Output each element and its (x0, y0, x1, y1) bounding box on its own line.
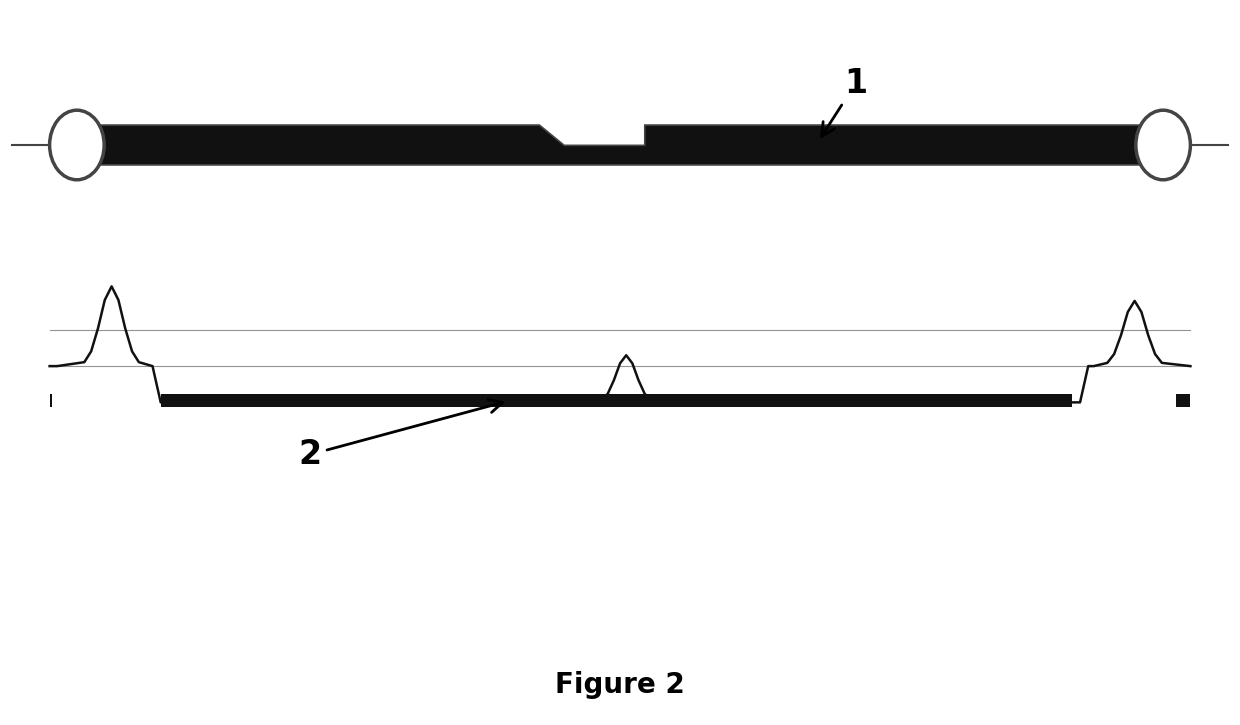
Text: 2: 2 (299, 399, 502, 471)
Bar (161, 394, 1071, 407)
Polygon shape (62, 125, 1178, 165)
Ellipse shape (50, 110, 104, 180)
Text: Figure 2: Figure 2 (556, 671, 684, 699)
Bar (1176, 394, 1190, 407)
Ellipse shape (1136, 110, 1190, 180)
Bar (50, 394, 52, 407)
Text: 1: 1 (822, 67, 867, 136)
